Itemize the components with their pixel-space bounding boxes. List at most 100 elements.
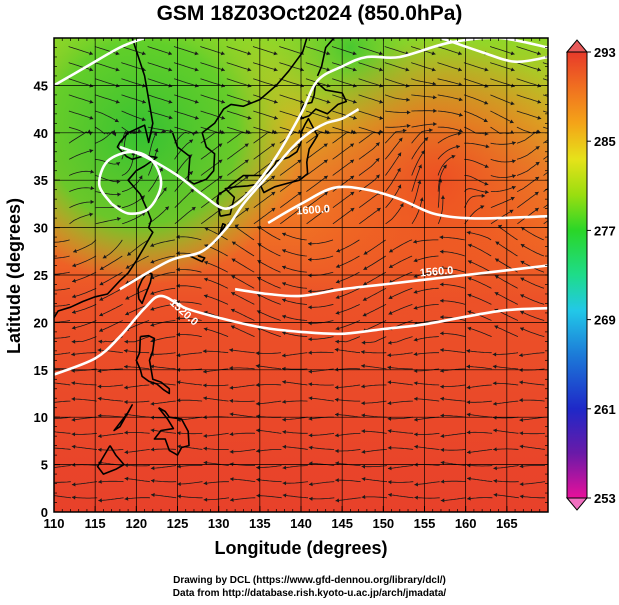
streamline-arrow <box>221 99 225 104</box>
streamline <box>281 298 308 305</box>
streamline <box>177 495 203 499</box>
streamline-arrow <box>519 398 523 403</box>
colorbar-ticks: 293 285 277 269 261 253 <box>587 45 616 506</box>
streamline <box>467 497 493 500</box>
streamline-arrow <box>176 300 180 305</box>
streamline-arrow <box>388 492 392 497</box>
streamline-arrow <box>352 51 357 56</box>
streamline-arrow <box>352 115 357 120</box>
streamline-arrow <box>309 482 313 487</box>
streamline-arrow <box>203 396 207 401</box>
streamline <box>385 152 402 176</box>
streamline <box>362 287 387 301</box>
streamline <box>147 94 173 104</box>
streamline <box>437 178 442 208</box>
streamline-arrow <box>282 353 286 358</box>
streamline-arrow <box>413 381 418 386</box>
streamline-arrow <box>388 480 392 485</box>
streamline <box>308 304 334 308</box>
streamline <box>464 195 486 208</box>
streamline-arrow <box>45 401 49 405</box>
streamline-arrow <box>417 180 422 184</box>
streamline <box>519 465 545 467</box>
streamline-arrow <box>168 99 173 104</box>
streamline-arrow <box>308 396 313 401</box>
streamline <box>252 62 278 71</box>
streamline <box>439 251 465 257</box>
streamline-arrow <box>467 276 472 281</box>
streamline-arrow <box>282 417 286 422</box>
streamline <box>467 327 492 337</box>
streamline <box>282 381 308 386</box>
streamline-arrow <box>519 482 524 487</box>
coastline <box>189 255 206 263</box>
streamline-arrow <box>71 417 76 422</box>
streamline <box>305 46 331 55</box>
streamline <box>174 188 195 208</box>
streamline-arrow <box>458 67 462 72</box>
streamline <box>68 94 94 104</box>
streamline <box>231 292 255 305</box>
streamline <box>229 413 255 418</box>
streamline-arrow <box>352 99 357 104</box>
streamline <box>176 301 202 305</box>
streamline <box>490 186 516 192</box>
streamline <box>520 294 545 305</box>
streamline-arrow <box>90 169 94 174</box>
streamline-arrow <box>247 67 252 72</box>
streamline <box>253 143 276 160</box>
streamline-arrow <box>308 382 313 387</box>
streamline <box>466 449 493 453</box>
streamline <box>437 94 463 101</box>
streamline-arrow <box>123 348 128 353</box>
streamline-arrow <box>244 143 249 148</box>
streamline <box>226 46 252 55</box>
streamline-arrow <box>255 364 260 369</box>
streamline <box>68 149 94 160</box>
streamline-arrow <box>493 401 497 406</box>
streamline <box>519 352 545 356</box>
height-contour <box>97 150 163 215</box>
streamline <box>493 429 519 434</box>
streamline <box>68 46 94 55</box>
streamline <box>361 496 388 499</box>
streamline-arrow <box>467 293 472 298</box>
streamline <box>280 207 302 225</box>
streamline <box>54 336 71 339</box>
streamline-arrow <box>247 130 252 135</box>
streamline-arrow <box>98 479 102 484</box>
streamline-arrow <box>168 67 173 72</box>
streamline-arrow <box>397 168 401 172</box>
streamline-arrow <box>308 416 313 421</box>
streamline-arrow <box>492 381 497 386</box>
streamline-arrow <box>405 67 410 72</box>
streamline <box>440 384 466 387</box>
streamline <box>384 94 410 101</box>
streamline-arrow <box>350 143 354 148</box>
streamline-arrow <box>406 110 411 115</box>
streamline <box>384 46 410 55</box>
streamline <box>151 494 177 499</box>
streamline <box>519 399 545 402</box>
streamline <box>467 244 492 257</box>
streamline-arrow <box>150 415 155 420</box>
streamline <box>69 201 94 209</box>
streamline-arrow <box>141 117 146 122</box>
streamline-arrow <box>282 465 287 470</box>
streamline <box>203 397 229 402</box>
streamline <box>97 415 124 418</box>
streamline <box>308 383 334 386</box>
y-tick-label: 10 <box>34 410 48 425</box>
streamline-arrow <box>511 141 516 146</box>
streamline <box>124 478 150 483</box>
streamline <box>147 110 173 119</box>
streamline <box>516 94 542 104</box>
streamline-arrow <box>150 466 155 471</box>
streamline <box>411 180 421 208</box>
streamline-arrow <box>256 465 260 470</box>
streamline <box>467 294 492 305</box>
coastline <box>54 38 158 319</box>
streamline <box>516 46 542 55</box>
streamline <box>203 462 229 466</box>
streamline <box>281 315 308 321</box>
